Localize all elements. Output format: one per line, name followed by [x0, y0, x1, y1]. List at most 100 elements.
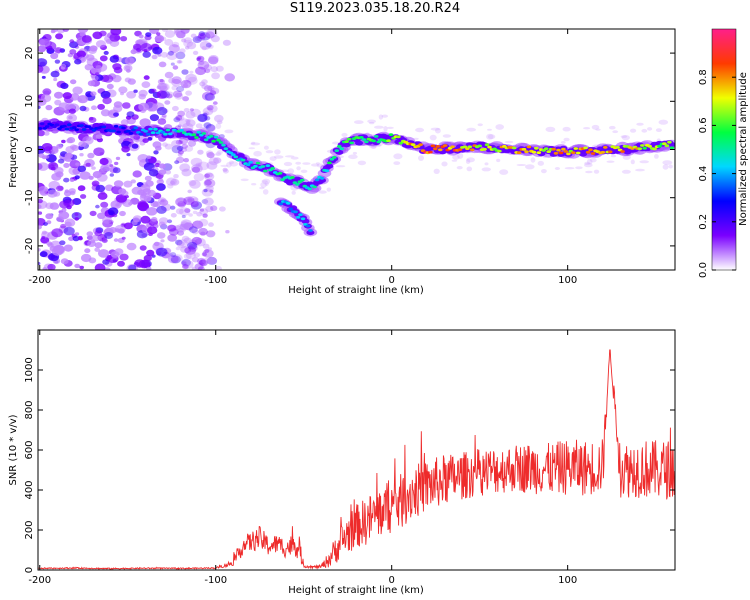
- noise-speckle: [140, 215, 151, 224]
- noise-speckle: [138, 102, 150, 112]
- ridge-segment: [642, 146, 647, 150]
- noise-speckle: [79, 105, 87, 112]
- noise-speckle: [91, 105, 97, 110]
- halo-speckle: [215, 123, 222, 129]
- noise-speckle: [168, 77, 176, 84]
- noise-speckle: [176, 86, 185, 92]
- noise-speckle: [181, 259, 191, 267]
- noise-speckle: [202, 213, 208, 218]
- noise-speckle: [170, 255, 181, 264]
- noise-speckle: [225, 230, 230, 234]
- ridge-segment: [337, 145, 342, 148]
- halo-speckle: [456, 166, 463, 170]
- noise-speckle: [179, 48, 186, 54]
- noise-speckle: [175, 197, 187, 207]
- ridge-segment: [361, 138, 367, 141]
- ridge-segment: [168, 132, 173, 136]
- noise-speckle: [171, 76, 182, 84]
- noise-speckle: [95, 65, 102, 71]
- ridge-segment: [223, 147, 229, 151]
- noise-speckle: [194, 36, 201, 42]
- noise-speckle: [139, 245, 147, 251]
- noise-speckle: [161, 29, 168, 32]
- noise-speckle: [202, 258, 211, 265]
- ridge-segment: [430, 144, 436, 148]
- noise-speckle: [183, 37, 192, 44]
- noise-speckle: [113, 238, 119, 242]
- noise-speckle: [77, 165, 87, 173]
- noise-speckle: [174, 30, 181, 36]
- ridge-segment: [113, 124, 119, 128]
- noise-speckle: [130, 49, 137, 55]
- halo-speckle: [215, 151, 221, 156]
- noise-speckle: [186, 195, 199, 205]
- ridge-segment: [359, 136, 364, 139]
- noise-speckle: [113, 112, 119, 117]
- ridge-segment: [300, 178, 305, 182]
- colorbar: [711, 28, 737, 271]
- noise-speckle: [182, 83, 189, 88]
- noise-speckle: [69, 41, 79, 49]
- ridge-segment: [376, 140, 382, 144]
- noise-speckle: [95, 204, 100, 209]
- y-tick-label: 400: [24, 480, 35, 499]
- noise-speckle: [78, 141, 87, 148]
- noise-speckle: [192, 220, 204, 229]
- noise-speckle: [202, 243, 210, 249]
- halo-speckle: [369, 121, 375, 125]
- ridge-segment: [583, 146, 588, 150]
- noise-speckle: [178, 60, 183, 64]
- noise-speckle: [181, 147, 188, 152]
- noise-speckle: [114, 161, 119, 166]
- noise-speckle: [94, 242, 103, 249]
- noise-speckle: [201, 188, 213, 197]
- noise-speckle: [68, 166, 80, 176]
- noise-speckle: [41, 143, 53, 152]
- noise-speckle: [184, 208, 191, 214]
- y-tick-label: 600: [24, 440, 35, 459]
- ridge-segment: [482, 147, 487, 151]
- noise-speckle: [50, 70, 60, 78]
- ridge-segment: [558, 151, 564, 155]
- noise-speckle: [151, 54, 158, 60]
- noise-speckle: [165, 169, 172, 175]
- ridge-segment: [255, 161, 261, 165]
- ridge-segment: [133, 126, 139, 130]
- ridge-segment: [371, 139, 377, 143]
- noise-speckle: [176, 145, 184, 151]
- noise-speckle: [124, 77, 132, 83]
- noise-speckle: [38, 224, 42, 230]
- ridge-segment: [620, 150, 625, 153]
- noise-speckle: [69, 49, 77, 55]
- ridge-segment: [194, 136, 199, 139]
- noise-speckle: [159, 83, 170, 92]
- ridge-segment: [54, 123, 60, 127]
- noise-speckle: [61, 139, 66, 144]
- halo-speckle: [442, 134, 451, 138]
- ridge-segment: [314, 178, 320, 182]
- noise-speckle: [180, 246, 189, 253]
- ridge-segment: [526, 145, 532, 149]
- noise-speckle: [183, 108, 190, 113]
- noise-speckle: [208, 125, 216, 132]
- halo-speckle: [589, 157, 597, 163]
- noise-speckle: [64, 152, 73, 159]
- noise-speckle: [195, 162, 202, 168]
- noise-speckle: [126, 111, 135, 118]
- halo-speckle: [639, 160, 649, 164]
- noise-speckle: [175, 115, 183, 121]
- noise-speckle: [55, 171, 64, 178]
- ridge-segment: [470, 148, 475, 152]
- noise-speckle: [63, 226, 75, 236]
- noise-speckle: [164, 39, 174, 46]
- ridge-segment: [233, 155, 239, 159]
- ridge-segment: [332, 156, 337, 159]
- noise-speckle: [165, 91, 174, 99]
- noise-speckle: [63, 163, 70, 168]
- ridge-segment: [637, 147, 643, 151]
- noise-speckle: [196, 57, 201, 61]
- ridge-segment: [521, 147, 527, 151]
- noise-speckle: [102, 259, 110, 265]
- ridge-segment: [148, 127, 153, 131]
- noise-speckle: [151, 88, 157, 93]
